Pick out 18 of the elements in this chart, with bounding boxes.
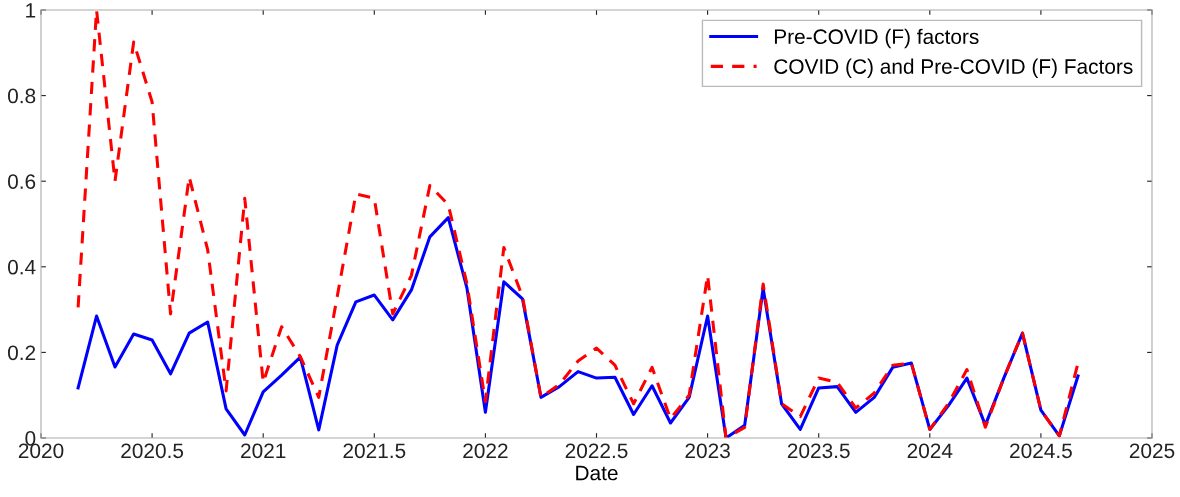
x-tick-label: 2025 bbox=[1129, 443, 1175, 459]
x-tick-label: 2024 bbox=[907, 443, 953, 459]
legend-label: Pre-COVID (F) factors bbox=[774, 28, 979, 49]
y-tick-label: 0.4 bbox=[7, 259, 36, 275]
y-tick-label: 1 bbox=[26, 3, 36, 18]
x-tick-label: 2023.5 bbox=[787, 443, 850, 459]
x-tick-label: 2022.5 bbox=[565, 443, 628, 459]
y-tick-label: 0.6 bbox=[7, 174, 36, 189]
x-tick-label: 2022 bbox=[463, 443, 508, 459]
y-tick-label: 0.2 bbox=[7, 345, 36, 361]
x-axis-title: Date bbox=[576, 465, 618, 481]
y-tick-label: 0.8 bbox=[7, 88, 36, 104]
x-tick-label: 2021 bbox=[241, 443, 286, 459]
x-tick-label: 2024.5 bbox=[1010, 443, 1072, 459]
x-tick-label: 2020.5 bbox=[121, 443, 184, 459]
legend-label: COVID (C) and Pre-COVID (F) Factors bbox=[774, 58, 1133, 78]
x-tick-label: 2021.5 bbox=[343, 443, 406, 459]
x-tick-label: 2023 bbox=[685, 443, 730, 459]
